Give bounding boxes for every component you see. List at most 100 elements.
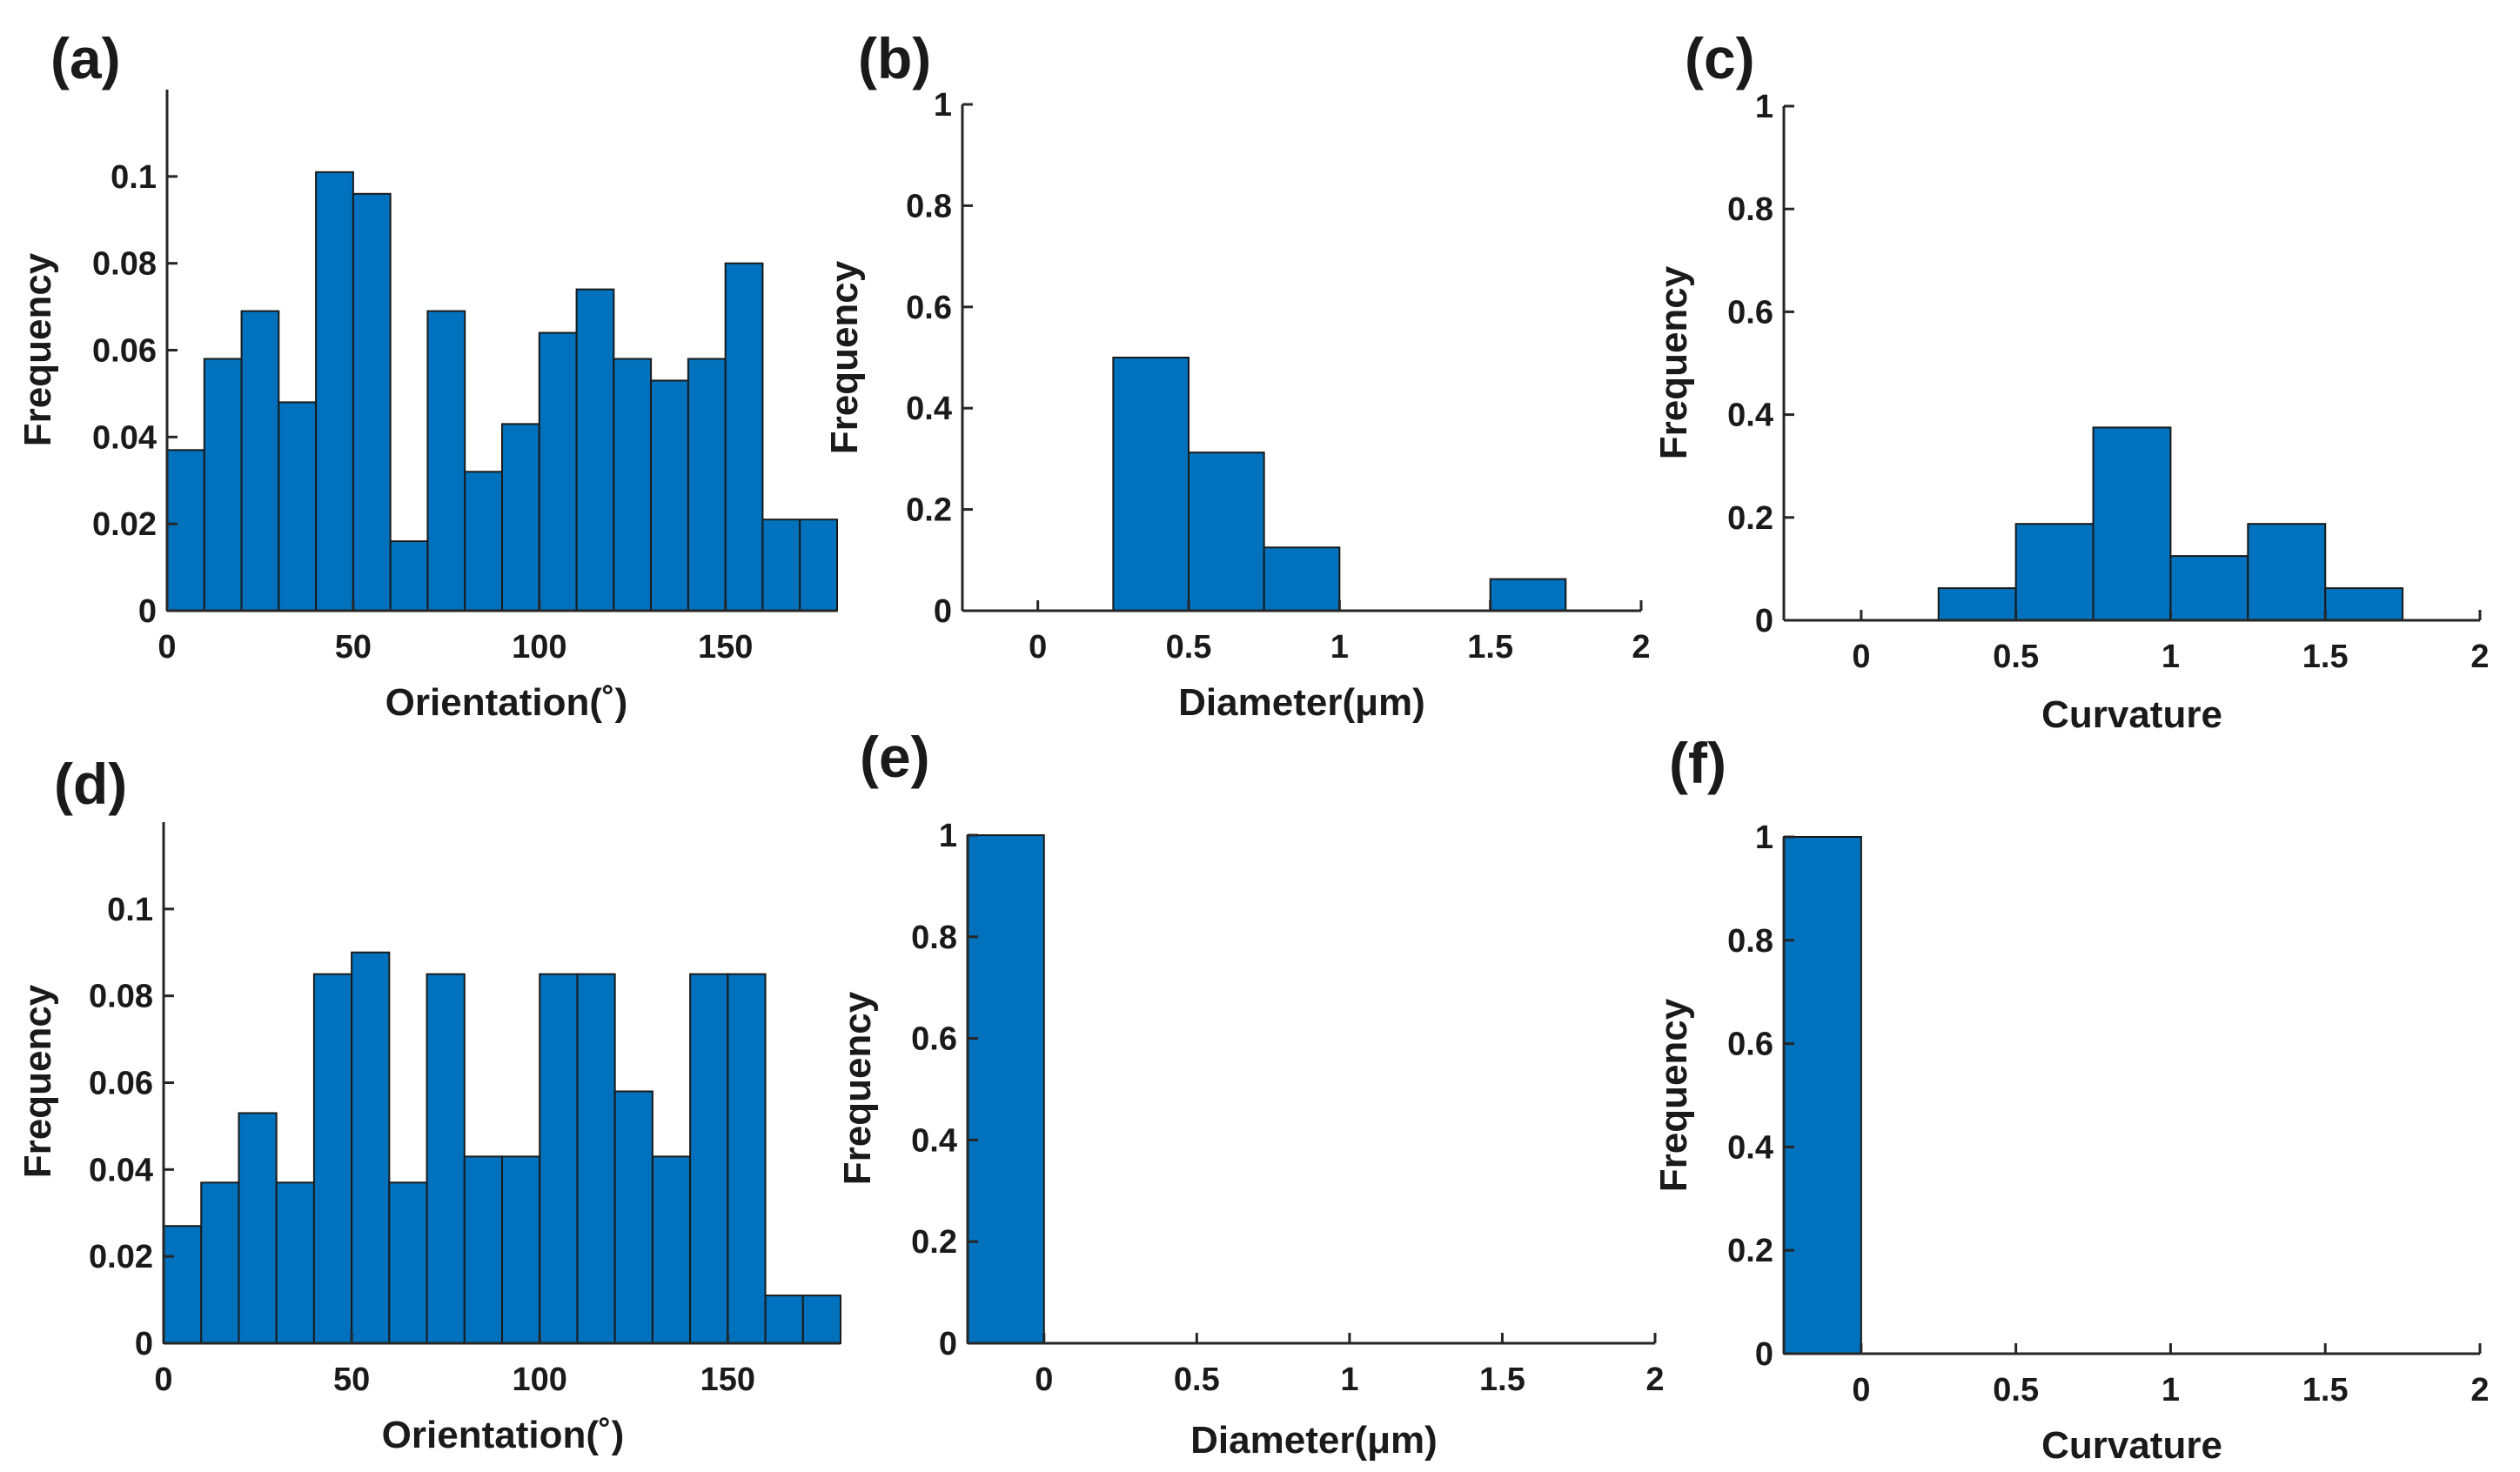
y-axis-label: Frequency <box>1652 265 1695 459</box>
histogram-bar <box>200 1181 240 1345</box>
x-tick-label: 100 <box>512 629 566 666</box>
x-tick-label: 0 <box>154 1362 172 1398</box>
y-tick-label: 0 <box>138 593 157 630</box>
histogram-bar <box>967 834 1045 1344</box>
histogram-bar <box>463 1155 503 1344</box>
histogram-bar <box>651 1155 692 1344</box>
histogram-bar <box>163 1225 203 1344</box>
histogram-bar <box>613 358 653 612</box>
histogram-bar <box>2092 426 2172 621</box>
histogram-bar <box>1489 578 1567 612</box>
y-tick-label: 0.2 <box>1727 500 1773 537</box>
histogram-bar <box>352 192 392 612</box>
histogram-bar <box>275 1181 315 1345</box>
histogram-bar <box>724 262 764 612</box>
histogram-bar <box>575 288 615 612</box>
y-tick-label: 0.06 <box>92 333 157 370</box>
histogram-bar <box>1263 546 1341 612</box>
histogram-bar <box>613 1090 653 1344</box>
histogram-bar <box>799 519 839 612</box>
panel-letter: (f) <box>1669 731 1726 795</box>
y-tick-label: 0.04 <box>89 1152 153 1188</box>
y-tick-label: 0.04 <box>92 419 157 456</box>
histogram-bar <box>761 519 801 612</box>
histogram-bar <box>650 379 689 612</box>
histogram-bar <box>312 973 353 1345</box>
histogram-bar <box>501 423 540 612</box>
panel-letter: (e) <box>860 725 930 789</box>
x-axis-label: Diameter(μm) <box>1190 1419 1438 1462</box>
histogram-bar <box>1112 357 1190 612</box>
x-tick-label: 2 <box>1632 629 1650 666</box>
histogram-bar <box>203 358 243 612</box>
histogram-bar <box>2014 523 2094 621</box>
x-tick-label: 2 <box>2470 1372 2489 1408</box>
y-tick-label: 0.4 <box>906 391 952 427</box>
x-axis-label: Orientation(˚) <box>385 681 628 724</box>
x-tick-label: 1 <box>1330 629 1349 666</box>
histogram-bar <box>764 1295 804 1345</box>
y-tick-label: 0.1 <box>111 159 157 196</box>
histogram-bar <box>389 540 429 612</box>
x-tick-label: 2 <box>2470 639 2489 675</box>
panel-letter: (d) <box>54 752 127 816</box>
histogram-bar <box>2169 555 2249 621</box>
x-tick-label: 2 <box>1645 1362 1664 1398</box>
histogram-bar <box>501 1155 541 1344</box>
x-tick-label: 100 <box>513 1362 567 1398</box>
y-tick-label: 0.8 <box>1727 191 1773 228</box>
y-tick-label: 0.8 <box>1727 923 1773 960</box>
y-tick-label: 1 <box>1755 820 1773 856</box>
panel-letter: (b) <box>858 26 931 90</box>
histogram-bar <box>539 973 579 1345</box>
x-axis-label: Diameter(μm) <box>1178 681 1425 724</box>
y-tick-label: 0.6 <box>1727 1027 1773 1063</box>
y-tick-label: 1 <box>939 818 957 854</box>
y-axis-label: Frequency <box>17 984 59 1178</box>
histogram-bar <box>801 1295 841 1345</box>
y-tick-label: 0.8 <box>906 188 952 224</box>
x-tick-label: 0.5 <box>1993 639 2039 675</box>
histogram-bar <box>1937 587 2017 621</box>
histogram-bar <box>464 471 504 612</box>
panel-c: 0 0.2 0.4 0.6 0.8 1 0 0.5 1 1.5 2 Curvature Frequenc… <box>1652 26 2490 736</box>
x-tick-label: 1 <box>1340 1362 1358 1398</box>
panel-f: 0 0.2 0.4 0.6 0.8 1 0 0.5 1 1.5 2 Curvature Frequenc… <box>1652 731 2490 1467</box>
y-tick-label: 0 <box>1755 1336 1773 1373</box>
y-tick-label: 0.1 <box>107 892 153 928</box>
x-tick-label: 0 <box>1035 1362 1053 1398</box>
y-tick-label: 0.02 <box>89 1239 153 1275</box>
x-tick-label: 0.5 <box>1174 1362 1220 1398</box>
x-tick-label: 1 <box>2161 639 2180 675</box>
x-tick-label: 150 <box>700 1362 755 1398</box>
histogram-bar <box>278 401 318 612</box>
histogram-bar <box>426 310 466 612</box>
x-tick-label: 1.5 <box>1479 1362 1525 1398</box>
x-tick-label: 50 <box>333 1362 370 1398</box>
histogram-bar <box>727 973 767 1345</box>
y-axis-label: Frequency <box>823 260 866 454</box>
histogram-bar <box>388 1181 428 1345</box>
x-tick-label: 0.5 <box>1166 629 1212 666</box>
y-tick-label: 0 <box>135 1326 153 1362</box>
y-tick-label: 1 <box>934 87 952 124</box>
panel-a: 0 0.02 0.04 0.06 0.08 0.1 0 50 100 150 Orientation… <box>17 26 839 724</box>
x-tick-label: 1.5 <box>2302 639 2349 675</box>
y-tick-label: 0 <box>934 593 952 630</box>
histogram-bar <box>1783 836 1862 1355</box>
y-axis-label: Frequency <box>836 991 879 1185</box>
histogram-bar <box>166 449 205 612</box>
y-axis-label: Frequency <box>17 252 59 446</box>
y-axis-label: Frequency <box>1652 998 1695 1192</box>
y-tick-label: 0.2 <box>1727 1233 1773 1269</box>
x-tick-label: 0 <box>1852 639 1870 675</box>
y-tick-label: 0.4 <box>1727 398 1773 434</box>
y-tick-label: 0.06 <box>89 1066 153 1102</box>
y-tick-label: 0.08 <box>89 979 153 1015</box>
panel-letter: (c) <box>1685 26 1755 90</box>
x-tick-label: 0 <box>1029 629 1047 666</box>
y-tick-label: 1 <box>1755 89 1773 125</box>
y-tick-label: 0.2 <box>911 1224 957 1261</box>
histogram-bar <box>576 973 616 1345</box>
y-tick-label: 0 <box>1755 603 1773 639</box>
